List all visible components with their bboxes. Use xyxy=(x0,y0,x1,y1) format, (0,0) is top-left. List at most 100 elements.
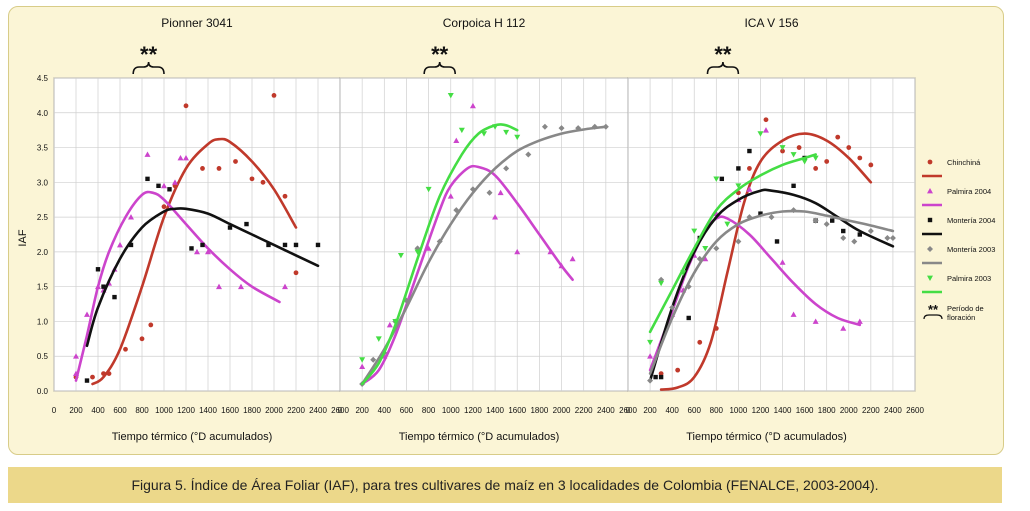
panel-title: ICA V 156 xyxy=(744,16,798,30)
series-curve xyxy=(360,125,608,386)
data-point xyxy=(514,134,521,141)
data-point xyxy=(73,353,79,359)
data-point xyxy=(719,176,725,182)
data-point xyxy=(889,234,896,241)
data-point xyxy=(453,207,460,214)
plot-area xyxy=(339,77,629,392)
x-tick-label: 800 xyxy=(422,406,436,415)
data-point xyxy=(790,311,797,317)
y-tick-label: 0.0 xyxy=(37,387,49,396)
data-point xyxy=(558,125,565,132)
series-curve xyxy=(659,132,873,391)
data-point xyxy=(547,248,554,255)
panel-3: 0 200 400 600 800 1000 1200 1400 1600 1800 2000 220… xyxy=(626,16,925,443)
legend-marker xyxy=(927,275,933,281)
data-point xyxy=(840,234,847,241)
data-point xyxy=(95,267,101,272)
data-point xyxy=(691,228,698,235)
data-point xyxy=(359,363,366,370)
x-tick-label: 1000 xyxy=(729,406,747,415)
data-point xyxy=(271,92,277,98)
data-point xyxy=(447,193,454,199)
legend: Chinchiná Palmira 2004 Montería 2004 Monter… xyxy=(922,158,995,322)
data-point xyxy=(841,228,846,234)
data-point xyxy=(647,339,654,346)
x-tick-label: 2400 xyxy=(309,406,327,415)
data-point xyxy=(846,145,852,150)
data-point xyxy=(514,248,521,255)
data-point xyxy=(447,92,454,99)
data-point xyxy=(167,187,172,192)
data-point xyxy=(128,214,134,220)
x-tick-label: 1400 xyxy=(486,406,504,415)
data-point xyxy=(747,148,752,154)
data-point xyxy=(282,193,288,199)
data-point xyxy=(658,374,664,380)
flowering-brace xyxy=(132,61,165,75)
x-tick-label: 800 xyxy=(710,406,724,415)
data-point xyxy=(569,255,576,262)
y-tick-label: 2.0 xyxy=(37,248,49,257)
data-point xyxy=(315,242,321,248)
data-point xyxy=(758,211,763,216)
legend-label: Período de xyxy=(947,304,984,313)
data-point xyxy=(813,166,819,171)
series-curve xyxy=(91,137,298,386)
data-point xyxy=(746,214,753,221)
data-point xyxy=(830,218,835,223)
data-point xyxy=(106,371,112,377)
data-point xyxy=(851,238,858,245)
data-point xyxy=(249,176,255,182)
data-point xyxy=(293,242,299,248)
data-point xyxy=(857,155,863,161)
data-point xyxy=(812,318,819,324)
data-point xyxy=(602,123,609,130)
panel-title: Pionner 3041 xyxy=(161,16,233,30)
data-point xyxy=(244,221,249,227)
data-point xyxy=(835,134,841,140)
data-point xyxy=(503,165,510,172)
data-point xyxy=(73,370,79,377)
data-point xyxy=(200,166,205,171)
y-tick-label: 3.0 xyxy=(37,178,49,187)
data-point xyxy=(101,371,106,377)
x-tick-label: 2000 xyxy=(553,406,571,415)
data-point xyxy=(90,374,95,380)
x-tick-label: 0 xyxy=(338,406,343,415)
data-point xyxy=(177,154,184,161)
x-tick-label: 2400 xyxy=(597,406,615,415)
y-tick-label: 1.5 xyxy=(37,283,49,292)
data-point xyxy=(183,103,189,109)
x-tick-label: 400 xyxy=(378,406,392,415)
x-tick-label: 1800 xyxy=(818,406,836,415)
series-curve xyxy=(648,153,817,334)
flowering-label: ** xyxy=(431,42,449,67)
data-point xyxy=(790,207,797,214)
data-point xyxy=(216,166,222,171)
data-point xyxy=(779,145,786,151)
legend-label: Palmira 2004 xyxy=(947,187,991,196)
plot-area xyxy=(53,77,341,392)
data-point xyxy=(680,270,687,276)
x-tick-label: 2600 xyxy=(906,406,924,415)
data-point xyxy=(840,325,847,331)
data-point xyxy=(172,179,178,185)
data-point xyxy=(425,186,432,193)
x-tick-label: 400 xyxy=(91,406,105,415)
x-tick-label: 1400 xyxy=(199,406,217,415)
legend-marker xyxy=(927,159,933,165)
data-point xyxy=(397,252,404,259)
y-tick-label: 4.5 xyxy=(37,74,49,83)
x-tick-label: 1600 xyxy=(221,406,239,415)
x-tick-label: 1800 xyxy=(530,406,548,415)
x-tick-label: 600 xyxy=(113,406,127,415)
x-tick-label: 600 xyxy=(400,406,414,415)
y-axis-label: IAF xyxy=(17,229,29,246)
data-point xyxy=(780,148,785,154)
data-point xyxy=(685,283,692,290)
data-point xyxy=(84,378,90,383)
data-point xyxy=(497,189,504,196)
data-point xyxy=(796,145,802,150)
y-tick-label: 2.5 xyxy=(37,213,49,222)
data-point xyxy=(857,232,863,237)
